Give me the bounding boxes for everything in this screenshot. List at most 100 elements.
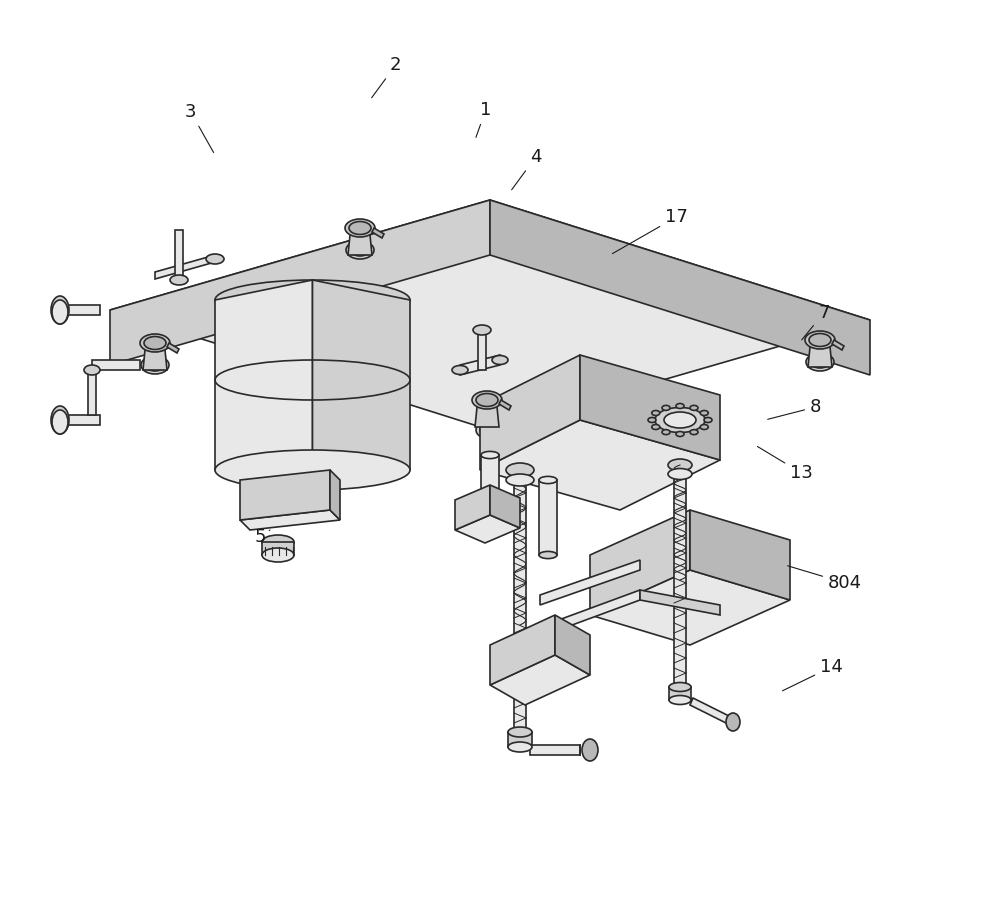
Polygon shape xyxy=(590,570,790,645)
Polygon shape xyxy=(640,590,720,615)
Polygon shape xyxy=(480,420,720,510)
Ellipse shape xyxy=(700,424,708,430)
Polygon shape xyxy=(110,200,490,365)
Polygon shape xyxy=(832,340,844,350)
Polygon shape xyxy=(480,355,580,470)
Ellipse shape xyxy=(215,450,410,490)
Ellipse shape xyxy=(700,410,708,416)
Polygon shape xyxy=(92,360,140,370)
Polygon shape xyxy=(372,228,384,238)
Ellipse shape xyxy=(582,739,598,761)
Ellipse shape xyxy=(52,410,68,434)
Polygon shape xyxy=(808,347,832,367)
Ellipse shape xyxy=(809,333,831,347)
Polygon shape xyxy=(812,340,828,352)
Polygon shape xyxy=(481,455,499,530)
Ellipse shape xyxy=(805,331,835,349)
Ellipse shape xyxy=(476,393,498,407)
Polygon shape xyxy=(580,355,720,460)
Ellipse shape xyxy=(84,365,100,375)
Ellipse shape xyxy=(476,421,504,439)
Polygon shape xyxy=(110,200,870,430)
Ellipse shape xyxy=(648,418,656,422)
Polygon shape xyxy=(545,590,640,635)
Polygon shape xyxy=(539,480,557,555)
Ellipse shape xyxy=(655,408,705,432)
Ellipse shape xyxy=(350,244,370,256)
Ellipse shape xyxy=(506,474,534,486)
Ellipse shape xyxy=(668,469,692,480)
Ellipse shape xyxy=(652,410,660,416)
Text: 8: 8 xyxy=(768,398,821,420)
Polygon shape xyxy=(514,470,526,730)
Ellipse shape xyxy=(262,548,294,562)
Polygon shape xyxy=(690,510,790,600)
Polygon shape xyxy=(508,732,532,747)
Text: 2: 2 xyxy=(372,56,402,97)
Ellipse shape xyxy=(349,221,371,235)
Text: 17: 17 xyxy=(612,208,688,254)
Text: 5: 5 xyxy=(255,528,270,546)
Polygon shape xyxy=(240,510,340,530)
Text: 804: 804 xyxy=(788,566,862,592)
Polygon shape xyxy=(167,343,179,353)
Ellipse shape xyxy=(480,424,500,436)
Polygon shape xyxy=(60,305,100,315)
Ellipse shape xyxy=(664,412,696,428)
Ellipse shape xyxy=(506,463,534,477)
Polygon shape xyxy=(240,470,330,520)
Ellipse shape xyxy=(145,359,165,371)
Ellipse shape xyxy=(690,430,698,435)
Polygon shape xyxy=(147,343,163,355)
Polygon shape xyxy=(348,235,372,255)
Ellipse shape xyxy=(669,695,691,704)
Ellipse shape xyxy=(676,431,684,437)
Polygon shape xyxy=(530,745,580,755)
Polygon shape xyxy=(460,355,500,375)
Polygon shape xyxy=(490,655,590,705)
Ellipse shape xyxy=(141,356,169,374)
Polygon shape xyxy=(155,255,215,279)
Polygon shape xyxy=(490,200,870,375)
Ellipse shape xyxy=(690,405,698,410)
Ellipse shape xyxy=(810,356,830,368)
Polygon shape xyxy=(352,228,368,240)
Ellipse shape xyxy=(51,406,69,434)
Polygon shape xyxy=(674,465,686,685)
Polygon shape xyxy=(215,280,312,470)
Ellipse shape xyxy=(52,300,68,324)
Ellipse shape xyxy=(262,535,294,549)
Polygon shape xyxy=(88,370,96,415)
Ellipse shape xyxy=(206,254,224,264)
Ellipse shape xyxy=(170,275,188,285)
Polygon shape xyxy=(499,400,511,410)
Ellipse shape xyxy=(472,391,502,409)
Polygon shape xyxy=(455,485,490,530)
Polygon shape xyxy=(482,408,498,420)
Polygon shape xyxy=(475,407,499,427)
Ellipse shape xyxy=(473,325,491,335)
Text: 4: 4 xyxy=(512,148,542,190)
Ellipse shape xyxy=(346,241,374,259)
Ellipse shape xyxy=(345,219,375,237)
Text: 14: 14 xyxy=(782,658,843,691)
Ellipse shape xyxy=(726,713,740,731)
Ellipse shape xyxy=(215,280,410,320)
Polygon shape xyxy=(143,350,167,370)
Polygon shape xyxy=(262,542,294,555)
Polygon shape xyxy=(312,280,410,470)
Ellipse shape xyxy=(481,526,499,533)
Ellipse shape xyxy=(668,459,692,471)
Polygon shape xyxy=(690,698,733,725)
Ellipse shape xyxy=(669,682,691,692)
Ellipse shape xyxy=(806,353,834,371)
Polygon shape xyxy=(478,330,486,370)
Polygon shape xyxy=(330,470,340,520)
Polygon shape xyxy=(555,615,590,675)
Ellipse shape xyxy=(662,430,670,435)
Ellipse shape xyxy=(662,405,670,410)
Polygon shape xyxy=(175,230,183,280)
Ellipse shape xyxy=(144,337,166,349)
Ellipse shape xyxy=(51,296,69,324)
Polygon shape xyxy=(455,515,520,543)
